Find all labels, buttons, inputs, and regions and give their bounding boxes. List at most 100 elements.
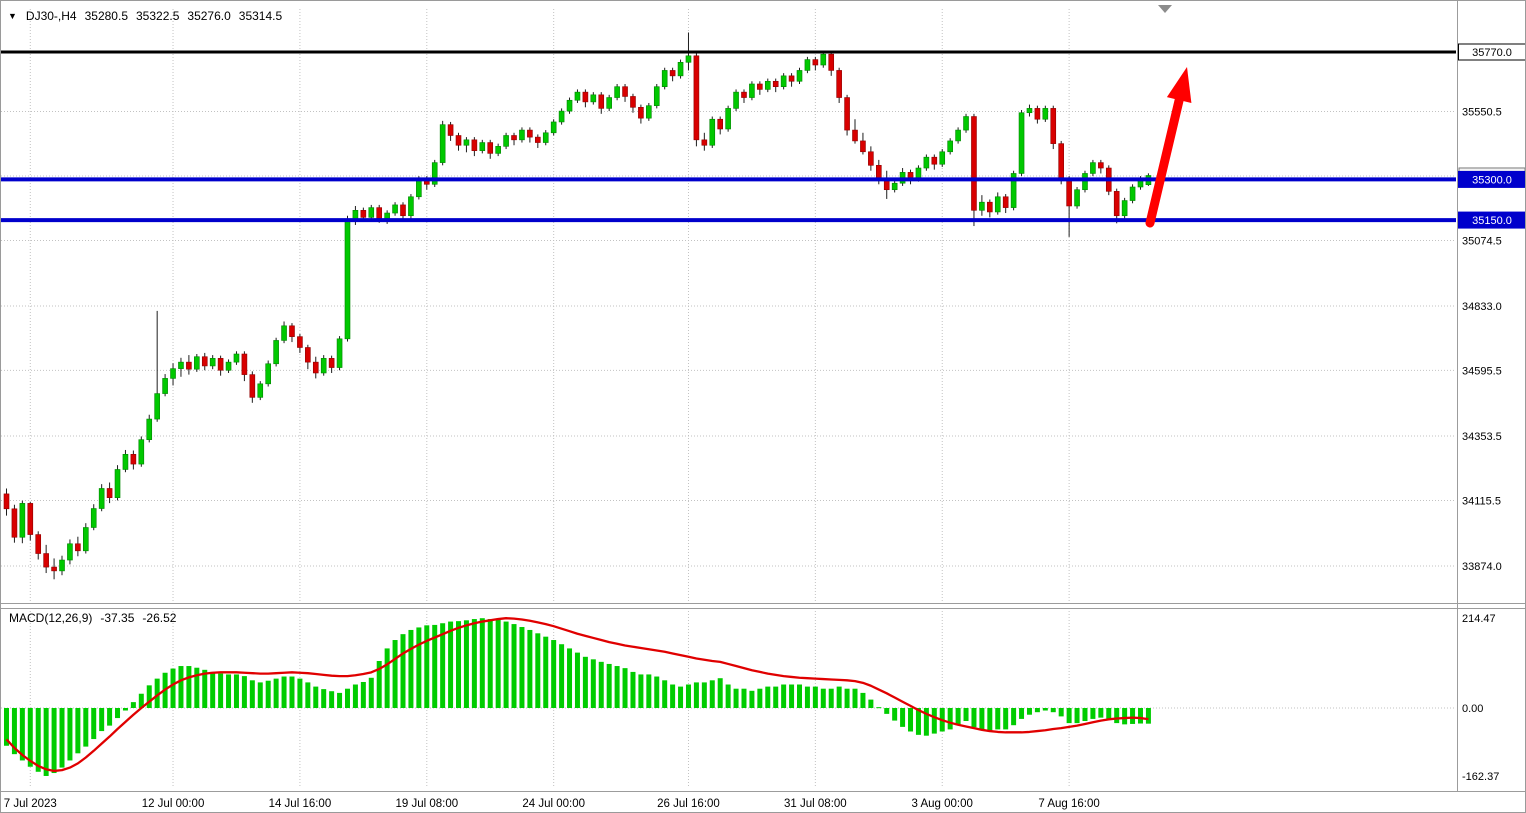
candle[interactable] (122, 449, 129, 473)
candle[interactable] (257, 381, 264, 401)
candle[interactable] (392, 202, 398, 216)
candle[interactable] (939, 149, 946, 167)
candle[interactable] (804, 56, 811, 74)
candle[interactable] (186, 355, 192, 375)
candle[interactable] (503, 132, 509, 150)
candle[interactable] (1121, 197, 1128, 219)
candle[interactable] (1090, 159, 1096, 177)
candle[interactable] (542, 130, 549, 146)
candle[interactable] (931, 154, 938, 170)
candle[interactable] (320, 355, 327, 376)
candle[interactable] (106, 482, 113, 504)
candle[interactable] (75, 536, 81, 557)
candle[interactable] (757, 81, 763, 95)
candle[interactable] (582, 89, 589, 108)
candle[interactable] (796, 67, 803, 84)
candle[interactable] (431, 159, 438, 188)
candle[interactable] (3, 488, 10, 516)
candle[interactable] (622, 83, 628, 102)
candle[interactable] (535, 134, 541, 148)
candle[interactable] (772, 78, 779, 93)
candle[interactable] (646, 102, 652, 121)
candle[interactable] (1026, 104, 1033, 117)
candle[interactable] (51, 558, 57, 580)
candle[interactable] (90, 504, 97, 531)
candle[interactable] (955, 127, 961, 144)
candle[interactable] (511, 132, 517, 146)
chart-shift-marker-icon[interactable] (1158, 5, 1172, 13)
candle[interactable] (677, 59, 684, 79)
candle[interactable] (209, 355, 216, 370)
candle[interactable] (1129, 184, 1136, 204)
candle[interactable] (788, 73, 795, 87)
candle[interactable] (328, 355, 335, 373)
candle[interactable] (844, 94, 850, 136)
candle[interactable] (820, 51, 827, 68)
candle[interactable] (947, 138, 953, 155)
candle[interactable] (305, 344, 311, 370)
candle[interactable] (852, 119, 858, 144)
candle[interactable] (225, 359, 232, 373)
candle[interactable] (447, 121, 454, 141)
candle[interactable] (979, 195, 985, 216)
candle[interactable] (146, 414, 153, 443)
candle[interactable] (812, 56, 819, 71)
candle[interactable] (1034, 105, 1041, 124)
candle[interactable] (860, 132, 866, 155)
candle[interactable] (400, 202, 406, 221)
candle[interactable] (241, 351, 248, 382)
candle[interactable] (178, 357, 184, 377)
candle[interactable] (1098, 159, 1104, 174)
candle[interactable] (289, 323, 295, 343)
candle[interactable] (154, 310, 160, 422)
candle[interactable] (574, 89, 581, 103)
candle[interactable] (27, 502, 34, 541)
candle[interactable] (550, 119, 557, 136)
candle[interactable] (114, 465, 121, 501)
candle[interactable] (471, 137, 478, 157)
candle[interactable] (19, 500, 26, 544)
candle[interactable] (408, 194, 414, 219)
candle[interactable] (661, 67, 668, 90)
candle[interactable] (138, 436, 145, 467)
candle[interactable] (297, 333, 303, 353)
candle[interactable] (614, 83, 620, 101)
candle[interactable] (590, 92, 597, 105)
time-axis[interactable]: 7 Jul 2023 12 Jul 00:00 14 Jul 16:00 19 Jul… (4, 798, 1100, 810)
candle[interactable] (1074, 187, 1080, 209)
candle[interactable] (495, 143, 501, 157)
candle[interactable] (217, 355, 224, 376)
candle[interactable] (836, 67, 842, 103)
candle[interactable] (749, 81, 755, 101)
candle[interactable] (201, 352, 208, 371)
candle[interactable] (281, 321, 287, 344)
candle[interactable] (606, 94, 612, 112)
candle[interactable] (987, 199, 993, 218)
candle[interactable] (630, 93, 636, 113)
candle[interactable] (558, 108, 565, 125)
candle[interactable] (98, 484, 105, 512)
candle[interactable] (162, 374, 168, 397)
candle[interactable] (1042, 105, 1049, 122)
candle[interactable] (439, 120, 446, 166)
candle[interactable] (59, 555, 65, 576)
candle[interactable] (265, 360, 271, 387)
candle[interactable] (994, 192, 1001, 215)
candle[interactable] (971, 113, 977, 227)
candle[interactable] (764, 78, 771, 93)
candle[interactable] (701, 132, 708, 151)
candle[interactable] (598, 92, 605, 114)
candle[interactable] (527, 127, 533, 143)
candle[interactable] (923, 154, 930, 171)
candle[interactable] (963, 113, 969, 133)
candle[interactable] (170, 363, 176, 386)
candle[interactable] (344, 215, 351, 342)
candle[interactable] (487, 139, 494, 159)
candle[interactable] (733, 89, 739, 112)
candle[interactable] (312, 356, 319, 379)
candle[interactable] (1082, 170, 1088, 193)
candle[interactable] (828, 51, 835, 76)
candle[interactable] (780, 73, 787, 90)
candle[interactable] (653, 83, 660, 109)
